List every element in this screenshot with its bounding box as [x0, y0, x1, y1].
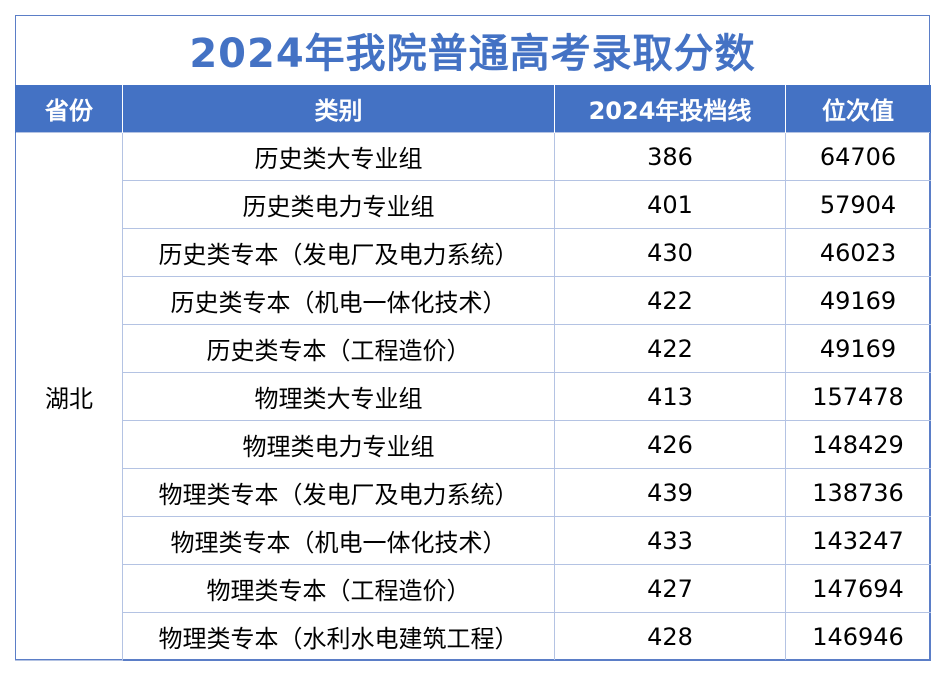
rank-cell: 143247: [785, 516, 931, 565]
score-cell: 427: [554, 564, 786, 613]
category-cell: 物理类专本（机电一体化技术）: [122, 516, 555, 565]
rank-cell: 46023: [785, 228, 931, 277]
score-cell: 428: [554, 612, 786, 661]
table-row: 物理类专本（发电厂及电力系统） 439 138736: [16, 468, 931, 517]
score-cell: 401: [554, 180, 786, 229]
rank-cell: 57904: [785, 180, 931, 229]
category-cell: 物理类专本（工程造价）: [122, 564, 555, 613]
category-cell: 历史类电力专业组: [122, 180, 555, 229]
table-row: 湖北 历史类大专业组 386 64706: [15, 132, 931, 661]
category-cell: 历史类专本（工程造价）: [122, 324, 555, 373]
rank-cell: 157478: [785, 372, 931, 421]
admission-scores-table: 省份 类别 2024年投档线 位次值 湖北 历史类大专业组 386 64706 …: [15, 85, 931, 661]
rank-cell: 147694: [785, 564, 931, 613]
table-row: 历史类电力专业组 401 57904: [16, 180, 931, 229]
rank-cell: 148429: [785, 420, 931, 469]
table-row: 历史类专本（工程造价） 422 49169: [16, 324, 931, 373]
category-cell: 历史类大专业组: [122, 132, 555, 181]
rank-cell: 138736: [785, 468, 931, 517]
category-cell: 历史类专本（机电一体化技术）: [122, 276, 555, 325]
category-cell: 历史类专本（发电厂及电力系统）: [122, 228, 555, 277]
header-category: 类别: [122, 85, 555, 133]
score-cell: 439: [554, 468, 786, 517]
score-cell: 426: [554, 420, 786, 469]
table-body: 湖北 历史类大专业组 386 64706 历史类电力专业组 401 57904 …: [15, 132, 931, 661]
table-row: 物理类专本（机电一体化技术） 433 143247: [16, 516, 931, 565]
rank-cell: 49169: [785, 276, 931, 325]
province-cell: 湖北: [15, 132, 123, 661]
category-cell: 物理类大专业组: [122, 372, 555, 421]
page-title: 2024年我院普通高考录取分数: [189, 31, 756, 77]
header-score: 2024年投档线: [554, 85, 786, 133]
rank-cell: 49169: [785, 324, 931, 373]
score-cell: 422: [554, 276, 786, 325]
score-cell: 413: [554, 372, 786, 421]
header-province: 省份: [15, 85, 123, 133]
table-row: 物理类专本（工程造价） 427 147694: [16, 564, 931, 613]
category-cell: 物理类电力专业组: [122, 420, 555, 469]
table-row: 历史类专本（发电厂及电力系统） 430 46023: [16, 228, 931, 277]
table-row: 物理类大专业组 413 157478: [16, 372, 931, 421]
header-rank: 位次值: [785, 85, 931, 133]
category-cell: 物理类专本（发电厂及电力系统）: [122, 468, 555, 517]
rank-cell: 64706: [785, 132, 931, 181]
score-cell: 422: [554, 324, 786, 373]
category-cell: 物理类专本（水利水电建筑工程）: [122, 612, 555, 661]
table-row: 物理类电力专业组 426 148429: [16, 420, 931, 469]
score-cell: 433: [554, 516, 786, 565]
rank-cell: 146946: [785, 612, 931, 661]
table-row: 历史类专本（机电一体化技术） 422 49169: [16, 276, 931, 325]
table-row: 物理类专本（水利水电建筑工程） 428 146946: [16, 612, 931, 661]
table-header-row: 省份 类别 2024年投档线 位次值: [15, 85, 931, 133]
score-cell: 430: [554, 228, 786, 277]
score-cell: 386: [554, 132, 786, 181]
